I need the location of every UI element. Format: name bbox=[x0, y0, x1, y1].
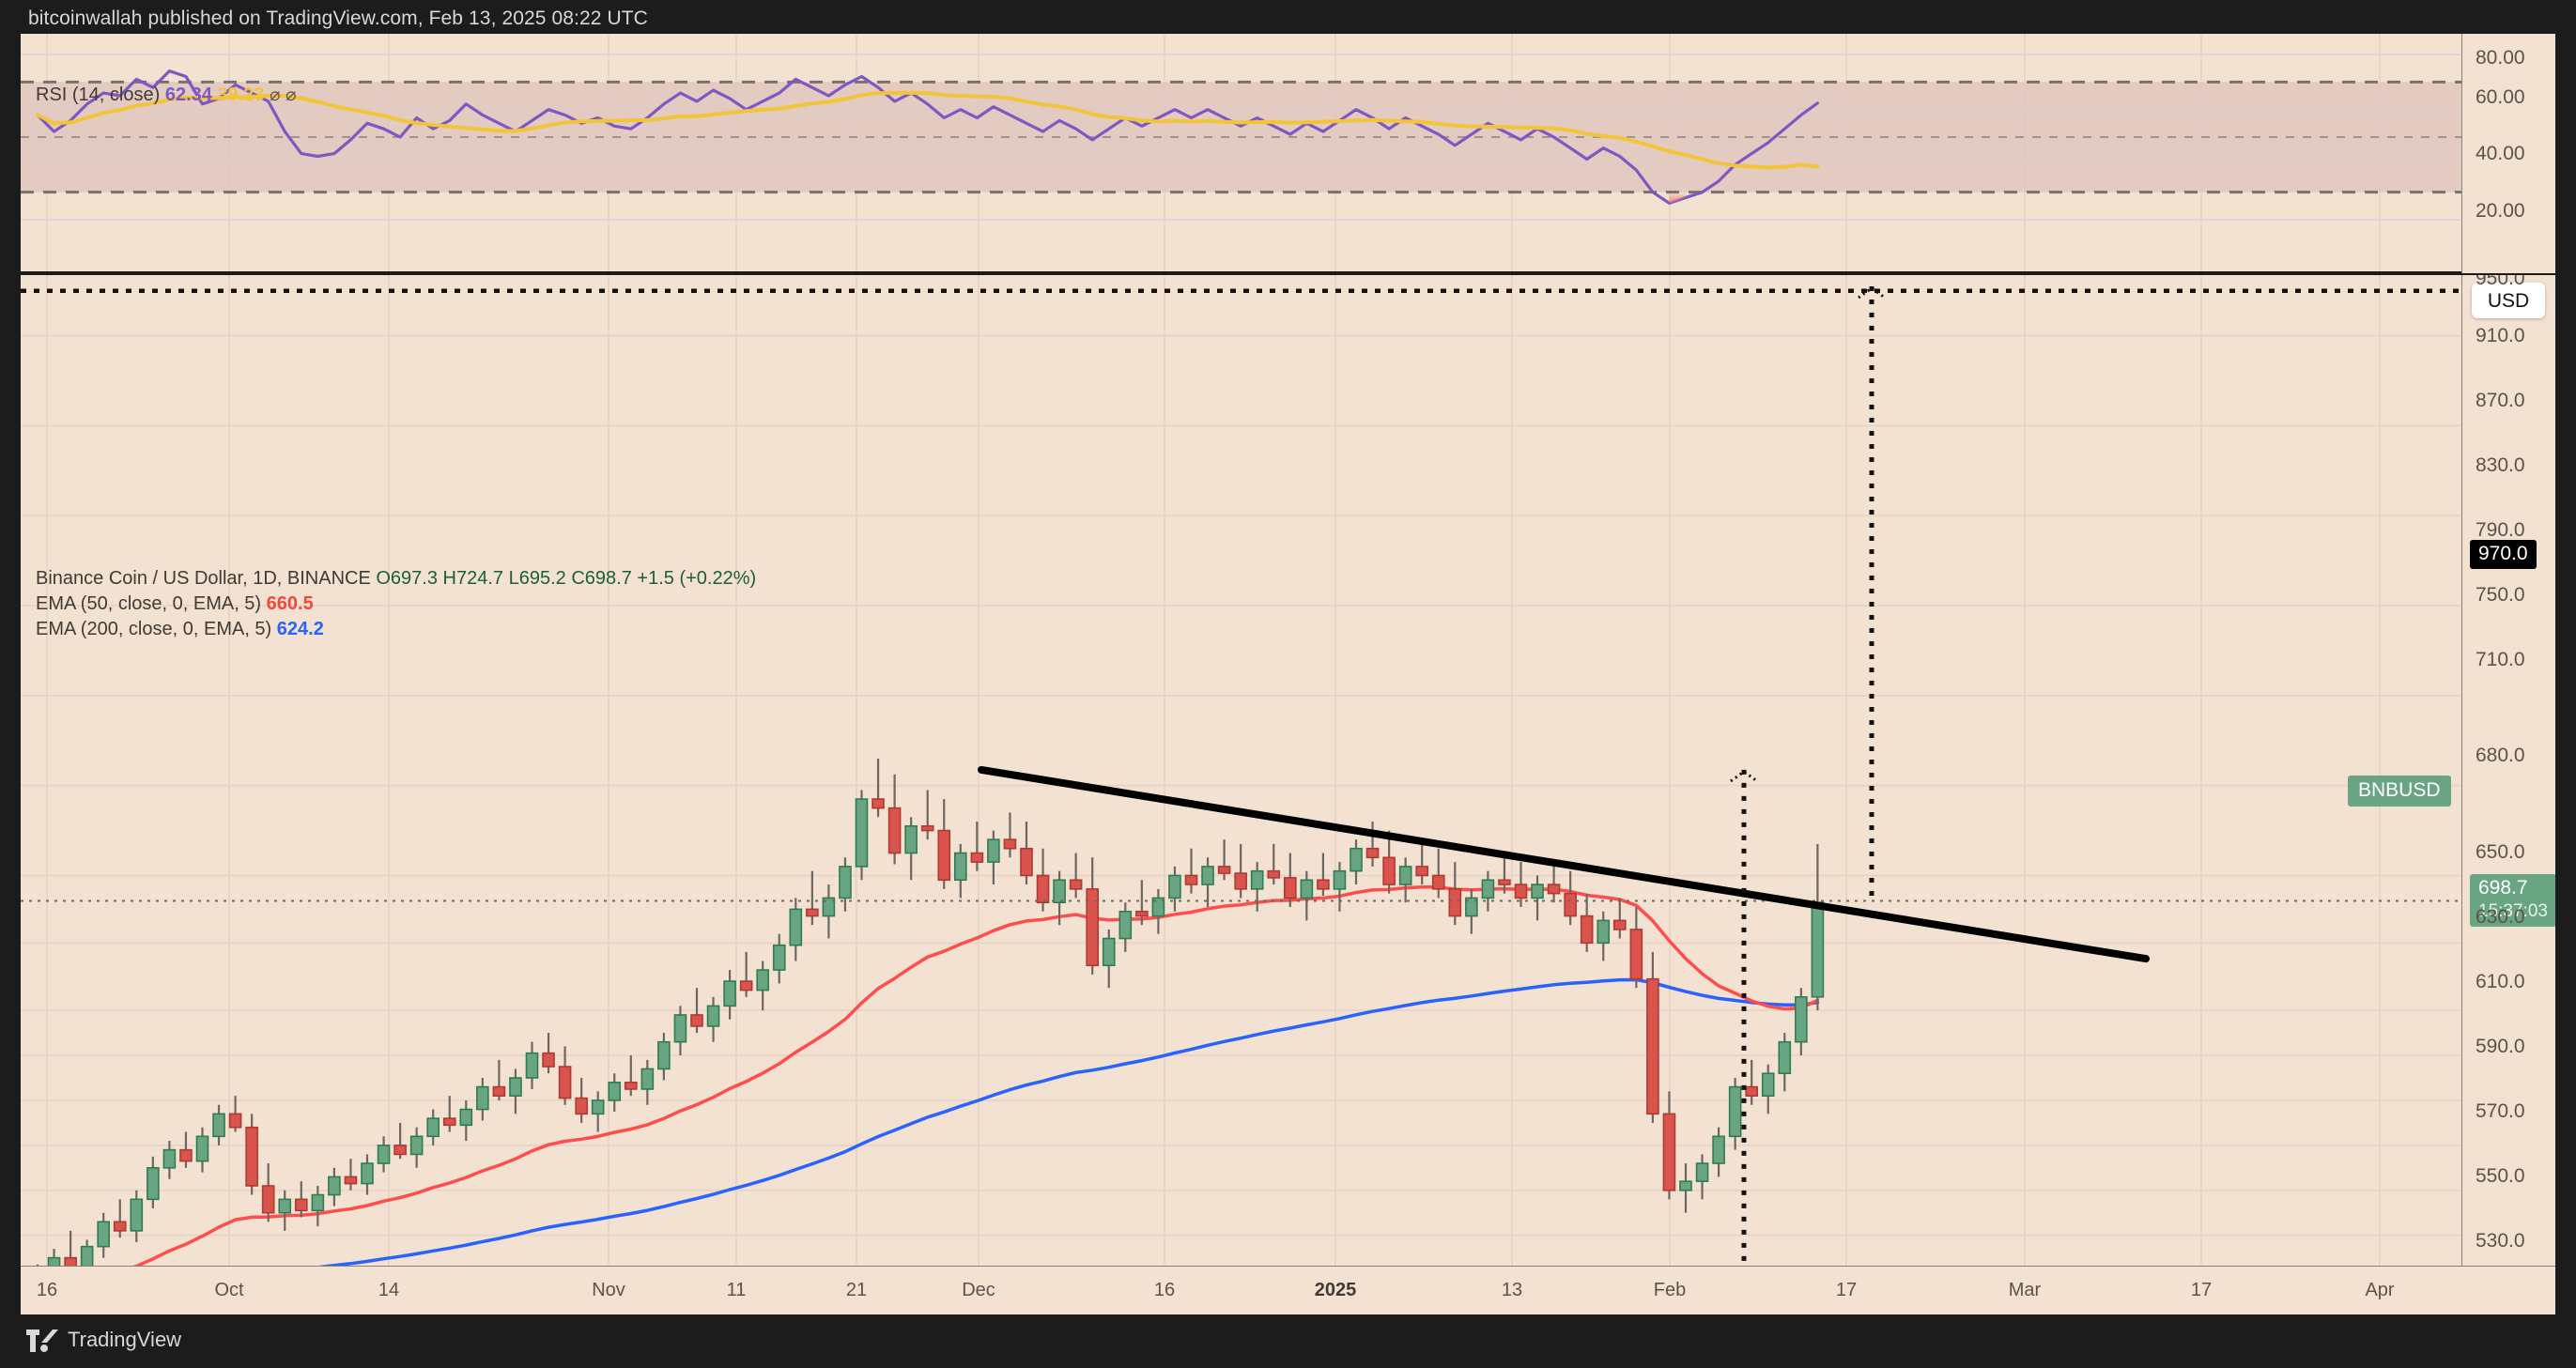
ohlc-low: L695.2 bbox=[508, 568, 566, 589]
price-axis-label: 550.0 bbox=[2476, 1165, 2525, 1187]
time-axis-label: Mar bbox=[2008, 1280, 2042, 1300]
tradingview-logo-icon[interactable]: TradingView bbox=[26, 1328, 181, 1357]
rsi-ma-value: 39.23 bbox=[217, 85, 265, 105]
time-axis-label: 16 bbox=[36, 1280, 58, 1300]
symbol-title: Binance Coin / US Dollar, 1D, BINANCE bbox=[36, 568, 371, 589]
price-legend[interactable]: Binance Coin / US Dollar, 1D, BINANCE O6… bbox=[36, 566, 756, 642]
time-axis-label: 2025 bbox=[1314, 1280, 1357, 1300]
price-change: +1.5 (+0.22%) bbox=[637, 568, 757, 589]
symbol-ohlc-row: Binance Coin / US Dollar, 1D, BINANCE O6… bbox=[36, 566, 756, 592]
price-axis-label: 680.0 bbox=[2476, 745, 2525, 766]
time-axis-label: Feb bbox=[1653, 1280, 1687, 1300]
time-axis-label: Dec bbox=[962, 1280, 995, 1300]
price-axis-label: 630.0 bbox=[2476, 906, 2525, 928]
rsi-indicator-pane[interactable]: RSI (14, close) 62.34 39.23 ⌀ ⌀ bbox=[21, 34, 2461, 273]
price-chart-pane[interactable]: Binance Coin / US Dollar, 1D, BINANCE O6… bbox=[21, 275, 2461, 1266]
tradingview-wordmark: TradingView bbox=[68, 1328, 182, 1351]
price-axis-label: 570.0 bbox=[2476, 1100, 2525, 1122]
rsi-value: 62.34 bbox=[164, 85, 212, 105]
price-axis-label: 870.0 bbox=[2476, 390, 2525, 411]
price-axis-label: 830.0 bbox=[2476, 454, 2525, 476]
target-price-badge: 970.0 bbox=[2470, 540, 2537, 569]
ema200-title: EMA (200, close, 0, EMA, 5) bbox=[36, 619, 272, 639]
rsi-plot bbox=[21, 34, 2461, 271]
price-axis[interactable]: USD 970.0 698.7 15:37:03 950.0 910.0 870… bbox=[2461, 275, 2555, 1266]
ema200-row[interactable]: EMA (200, close, 0, EMA, 5) 624.2 bbox=[36, 617, 756, 642]
ema50-row[interactable]: EMA (50, close, 0, EMA, 5) 660.5 bbox=[36, 592, 756, 617]
ema200-value: 624.2 bbox=[276, 619, 324, 639]
price-axis-label: 750.0 bbox=[2476, 584, 2525, 606]
rsi-axis-label: 20.00 bbox=[2476, 200, 2525, 222]
ema50-title: EMA (50, close, 0, EMA, 5) bbox=[36, 593, 262, 614]
price-axis-label: 610.0 bbox=[2476, 971, 2525, 992]
price-axis-label: 950.0 bbox=[2476, 275, 2525, 289]
price-axis-label: 790.0 bbox=[2476, 519, 2525, 541]
time-axis-label: 11 bbox=[726, 1280, 747, 1300]
ohlc-open: O697.3 bbox=[376, 568, 438, 589]
publish-header: bitcoinwallah published on TradingView.c… bbox=[0, 0, 2576, 34]
ohlc-high: H724.7 bbox=[442, 568, 504, 589]
price-axis-label: 910.0 bbox=[2476, 325, 2525, 346]
time-axis-label: 17 bbox=[2190, 1280, 2213, 1300]
ema50-value: 660.5 bbox=[266, 593, 314, 614]
time-axis-label: Nov bbox=[592, 1280, 625, 1300]
last-price-countdown: 15:37:03 bbox=[2478, 901, 2548, 921]
candlestick-plot bbox=[21, 275, 2461, 1266]
currency-button[interactable]: USD bbox=[2472, 283, 2545, 318]
time-axis-label: 21 bbox=[845, 1280, 868, 1300]
currency-label: USD bbox=[2487, 290, 2530, 312]
rsi-legend-title: RSI (14, close) bbox=[36, 85, 161, 105]
last-price-value: 698.7 bbox=[2478, 877, 2528, 899]
footer-bar: TradingView bbox=[0, 1314, 2576, 1368]
ohlc-close: C698.7 bbox=[571, 568, 632, 589]
time-axis-label: 17 bbox=[1835, 1280, 1858, 1300]
time-axis-label: 16 bbox=[1153, 1280, 1176, 1300]
rsi-price-axis[interactable]: 80.00 60.00 40.00 20.00 bbox=[2461, 34, 2555, 273]
rsi-axis-label: 80.00 bbox=[2476, 47, 2525, 69]
time-axis-label: 13 bbox=[1501, 1280, 1523, 1300]
publish-credit-text: bitcoinwallah published on TradingView.c… bbox=[28, 8, 648, 29]
tradingview-mark-icon bbox=[26, 1330, 58, 1352]
price-axis-label: 590.0 bbox=[2476, 1036, 2525, 1057]
price-axis-label: 710.0 bbox=[2476, 649, 2525, 670]
rsi-legend[interactable]: RSI (14, close) 62.34 39.23 ⌀ ⌀ bbox=[36, 85, 297, 106]
time-axis-label: 14 bbox=[378, 1280, 400, 1300]
symbol-price-badge: BNBUSD bbox=[2348, 776, 2451, 807]
rsi-axis-label: 40.00 bbox=[2476, 143, 2525, 164]
time-axis-label: Oct bbox=[214, 1280, 244, 1300]
price-axis-label: 650.0 bbox=[2476, 841, 2525, 863]
rsi-null-1-icon: ⌀ bbox=[270, 85, 281, 105]
last-price-badge: 698.7 15:37:03 bbox=[2470, 874, 2555, 927]
price-axis-label: 530.0 bbox=[2476, 1230, 2525, 1252]
rsi-axis-label: 60.00 bbox=[2476, 86, 2525, 108]
time-axis-label: Apr bbox=[2365, 1280, 2395, 1300]
time-axis[interactable]: 16 Oct 14 Nov 11 21 Dec 16 2025 13 Feb 17 Mar 17 Apr bbox=[21, 1266, 2555, 1314]
rsi-null-2-icon: ⌀ bbox=[285, 85, 297, 105]
